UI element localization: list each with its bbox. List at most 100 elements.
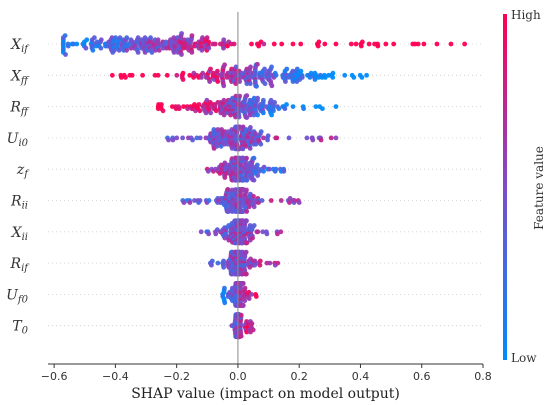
colorbar: High Low Feature value bbox=[503, 8, 546, 365]
shap-point bbox=[240, 146, 246, 152]
shap-point bbox=[255, 112, 260, 118]
shap-point bbox=[266, 166, 272, 172]
feature-label: T0 bbox=[12, 319, 28, 337]
shap-point bbox=[251, 193, 256, 199]
shap-point bbox=[222, 62, 228, 68]
shap-point bbox=[283, 79, 288, 84]
shap-point bbox=[290, 41, 296, 47]
shap-point bbox=[237, 93, 243, 99]
shap-point bbox=[112, 47, 117, 53]
shap-point bbox=[287, 200, 292, 206]
shap-point bbox=[214, 143, 220, 149]
shap-point bbox=[260, 97, 266, 103]
shap-point bbox=[238, 312, 244, 318]
shap-point bbox=[250, 327, 256, 333]
shap-point bbox=[273, 166, 279, 172]
feature-label: Xii bbox=[11, 225, 28, 243]
shap-point bbox=[248, 64, 253, 70]
shap-point bbox=[213, 231, 219, 237]
shap-point bbox=[333, 104, 339, 109]
shap-point bbox=[179, 52, 184, 57]
shap-point bbox=[169, 104, 175, 109]
shap-point bbox=[255, 173, 261, 178]
shap-point bbox=[322, 41, 328, 47]
shap-point bbox=[247, 146, 253, 151]
x-tick-label: −0.6 bbox=[41, 370, 68, 383]
shap-point bbox=[299, 75, 305, 80]
shap-point bbox=[208, 66, 213, 72]
x-tick-label: 0.2 bbox=[290, 370, 308, 383]
shap-point bbox=[244, 115, 250, 120]
shap-point bbox=[221, 37, 227, 43]
shap-point bbox=[208, 110, 214, 116]
shap-point bbox=[215, 68, 220, 74]
shap-point bbox=[250, 235, 255, 241]
shap-point bbox=[256, 200, 261, 206]
shap-point bbox=[301, 106, 307, 112]
shap-point bbox=[257, 262, 263, 268]
shap-point bbox=[124, 47, 130, 53]
shap-point bbox=[269, 64, 274, 70]
shap-point bbox=[254, 83, 259, 89]
shap-point bbox=[91, 35, 97, 41]
shap-point bbox=[192, 198, 197, 203]
shap-point bbox=[189, 50, 195, 55]
x-tick-label: −0.4 bbox=[102, 370, 129, 383]
shap-point bbox=[236, 114, 242, 120]
shap-point bbox=[209, 258, 215, 264]
shap-point bbox=[233, 64, 239, 70]
shap-point bbox=[62, 33, 68, 38]
shap-point bbox=[63, 52, 68, 57]
shap-point bbox=[194, 135, 200, 141]
shap-point bbox=[244, 240, 250, 246]
colorbar-title: Feature value bbox=[532, 146, 546, 230]
shap-point bbox=[248, 125, 253, 130]
shap-point bbox=[333, 41, 339, 47]
shap-point bbox=[462, 41, 468, 47]
shap-point bbox=[304, 135, 310, 141]
shap-point bbox=[315, 43, 321, 49]
shap-point bbox=[240, 124, 246, 130]
shap-point bbox=[296, 200, 302, 206]
shap-point bbox=[269, 83, 275, 89]
shap-point bbox=[254, 162, 260, 168]
shap-point bbox=[206, 39, 212, 45]
shap-point bbox=[189, 33, 195, 38]
shap-point bbox=[318, 137, 324, 143]
shap-point bbox=[364, 72, 369, 78]
shap-point bbox=[298, 68, 304, 74]
shap-point bbox=[224, 171, 230, 176]
shap-point bbox=[353, 41, 359, 47]
shap-point bbox=[252, 262, 258, 268]
shap-point bbox=[275, 260, 281, 266]
shap-point bbox=[135, 35, 141, 41]
shap-point bbox=[284, 66, 290, 72]
shap-point bbox=[113, 35, 118, 41]
shap-point bbox=[252, 258, 258, 264]
shap-point bbox=[244, 209, 250, 214]
colorbar-low-label: Low bbox=[511, 351, 537, 365]
shap-point bbox=[197, 198, 203, 203]
shap-point bbox=[348, 41, 354, 47]
x-axis-title: SHAP value (impact on model output) bbox=[131, 386, 400, 402]
shap-point bbox=[261, 164, 267, 170]
feature-label: Xif bbox=[10, 37, 30, 55]
shap-point bbox=[261, 168, 266, 174]
shap-point bbox=[204, 97, 210, 103]
shap-point bbox=[198, 229, 204, 235]
shap-point bbox=[244, 218, 249, 224]
shap-points bbox=[60, 31, 468, 340]
shap-point bbox=[292, 198, 297, 203]
shap-point bbox=[310, 137, 316, 143]
shap-point bbox=[116, 47, 122, 53]
shap-point bbox=[265, 133, 271, 139]
shap-point bbox=[109, 72, 115, 78]
shap-point bbox=[258, 129, 264, 135]
colorbar-gradient bbox=[503, 14, 507, 360]
shap-point bbox=[155, 37, 161, 43]
shap-point bbox=[307, 75, 313, 80]
feature-label: Rif bbox=[10, 256, 31, 274]
shap-point bbox=[242, 298, 248, 304]
shap-point bbox=[244, 155, 249, 161]
